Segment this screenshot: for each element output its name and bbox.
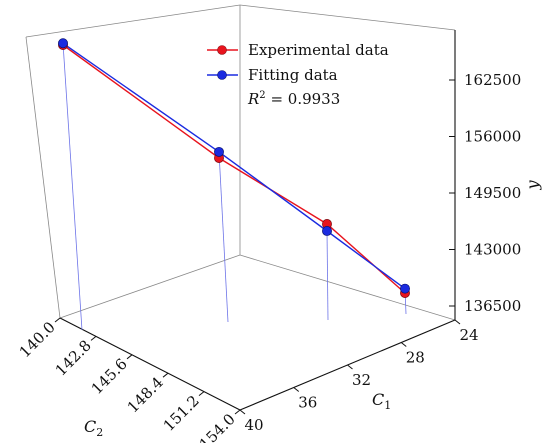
c2-tick-5 xyxy=(234,409,241,415)
legend: Experimental data Fitting data R2 = 0.99… xyxy=(207,41,389,108)
legend-fitting-marker xyxy=(217,70,227,80)
c2-tick-label-2: 145.6 xyxy=(88,355,131,398)
frame-right-top xyxy=(239,4,456,31)
c1-tick-3 xyxy=(293,387,300,392)
c2-tick-label-1: 142.8 xyxy=(52,337,95,380)
c1-tick-label-0: 24 xyxy=(459,326,478,344)
z-tick-label-2: 149500 xyxy=(464,184,521,202)
frame-back-top xyxy=(25,4,241,38)
z-axis-label: y xyxy=(523,180,542,191)
c1-tick-label-4: 40 xyxy=(244,416,263,434)
z-tick-label-1: 143000 xyxy=(464,241,521,259)
c2-tick-4 xyxy=(198,391,205,396)
c2-tick-label-0: 140.0 xyxy=(16,318,59,361)
c1-tick-4 xyxy=(239,409,246,415)
fitting-point-2 xyxy=(322,226,332,236)
drop-lines xyxy=(62,43,407,331)
axes-box xyxy=(25,4,456,321)
c1-tick-1 xyxy=(400,342,407,347)
series-layer xyxy=(58,38,410,298)
frame-left-vertical xyxy=(25,36,61,319)
legend-experimental-marker xyxy=(217,45,227,55)
c1-tick-label-1: 28 xyxy=(406,349,425,367)
fitting-point-0 xyxy=(58,38,68,49)
legend-experimental-label: Experimental data xyxy=(248,41,389,59)
tick-labels: 136500 143000 149500 156000 162500 140.0142.8… xyxy=(16,71,522,443)
drop-line-0 xyxy=(62,43,83,331)
series-line-fitting xyxy=(62,42,406,290)
c1-tick-2 xyxy=(347,364,353,370)
series-line-experimental xyxy=(62,44,406,294)
c2-axis-label: C2 xyxy=(84,417,103,439)
fitting-point-3 xyxy=(400,283,410,294)
c2-tick-2 xyxy=(126,354,133,360)
c2-axis-line xyxy=(59,317,241,411)
legend-r-squared: R2 = 0.9933 xyxy=(247,90,340,108)
front-axes xyxy=(59,30,456,411)
z-tick-label-0: 136500 xyxy=(464,297,521,315)
z-tick-label-4: 162500 xyxy=(464,71,521,89)
frame-back-bottom-right xyxy=(239,254,456,321)
c2-tick-label-5: 154.0 xyxy=(196,410,239,443)
c2-tick-1 xyxy=(90,336,97,341)
drop-line-2 xyxy=(326,230,329,321)
legend-fitting-label: Fitting data xyxy=(248,66,338,84)
c1-axis-label: C1 xyxy=(372,390,391,412)
frame-back-bottom-left xyxy=(59,254,241,319)
c2-tick-0 xyxy=(54,317,61,323)
ticks xyxy=(54,79,461,415)
fitting-point-1 xyxy=(214,146,224,157)
c2-tick-label-4: 151.2 xyxy=(160,392,203,435)
c1-tick-label-2: 32 xyxy=(352,371,371,389)
drop-line-1 xyxy=(218,151,229,323)
c2-tick-label-3: 148.4 xyxy=(124,373,167,416)
z-tick-label-3: 156000 xyxy=(464,128,521,146)
c1-tick-label-3: 36 xyxy=(298,394,317,412)
c2-tick-3 xyxy=(162,372,169,378)
c1-tick-0 xyxy=(454,319,461,325)
